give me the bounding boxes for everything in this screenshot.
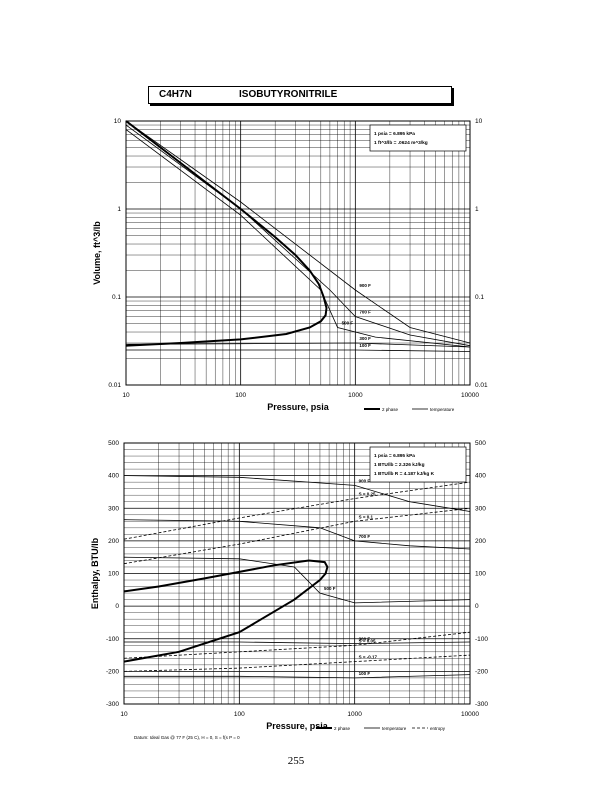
x-tick-label: 10000 [461, 711, 479, 718]
isotherm-line [124, 674, 471, 679]
y-tick-label-right: 200 [475, 538, 486, 545]
isotherm-line [125, 342, 471, 348]
isotherm-line [126, 349, 471, 352]
grid [125, 121, 470, 386]
y-tick-label-right: 500 [475, 440, 486, 447]
y-tick-label-right: -300 [475, 701, 488, 708]
page-number: 255 [287, 755, 305, 767]
plot-frame [123, 442, 471, 705]
compound-name: ISOBUTYRONITRILE [239, 89, 338, 100]
curve-label: 100 F [359, 671, 371, 676]
curve-label: S = -0.17 [359, 655, 378, 660]
y-tick-label-right: 0 [475, 603, 479, 610]
info-box-frame [369, 446, 467, 483]
y-tick-label: 200 [108, 538, 119, 545]
x-tick-label: 1000 [347, 711, 362, 718]
curve-label: 900 F [359, 478, 371, 483]
curve-label: S = 0.25 [359, 491, 376, 496]
two-phase-dome [125, 120, 328, 347]
curve-label: 500 F [324, 586, 336, 591]
curve-label: S = 0.05 [359, 638, 376, 643]
y-tick-label: 300 [108, 505, 119, 512]
y-tick-label: 1 [117, 206, 121, 213]
y-tick-label: 100 [108, 571, 119, 578]
info-box-line: 1 BTU/lb = 2.326 kJ/kg [374, 462, 425, 468]
series-group [123, 475, 471, 679]
two-phase-dome [123, 559, 329, 663]
info-box-line: 1 psia = 6.895 kPa [374, 131, 415, 137]
x-tick-label: 100 [234, 711, 245, 718]
chart-1: 10 100 1000 10000 0.01 0.01 0.1 0.1 1 1 10 10 Pressu… [92, 118, 488, 412]
legend-label: 2 phase [334, 726, 351, 731]
info-box-line: 1 BTU/lb R = 4.187 kJ/kg K [374, 471, 435, 477]
y-axis-label: Volume, ft^3/lb [92, 221, 102, 285]
legend-label: temperature [430, 407, 455, 412]
isotherm-line [125, 124, 471, 347]
x-axis-label: Pressure, psia [266, 721, 329, 731]
curve-label: 100 F [359, 343, 371, 348]
y-tick-label: 500 [108, 440, 119, 447]
isotherm-line [123, 475, 471, 512]
x-tick-label: 1000 [348, 392, 363, 399]
y-tick-label-right: 0.01 [475, 382, 488, 389]
entropy-line [123, 507, 471, 565]
x-axis-label: Pressure, psia [267, 402, 330, 412]
y-axis-label: Enthalpy, BTU/lb [90, 537, 100, 609]
chart-2: 10 100 1000 10000 -300 -300 -200 -200 -100 -100 0 0… [90, 440, 488, 740]
curve-label: 500 F [342, 321, 354, 326]
info-box: 1 psia = 6.895 kPa 1 BTU/lb = 2.326 kJ/kg… [369, 446, 467, 483]
entropy-line [123, 631, 471, 659]
isotherm-line [125, 129, 471, 348]
x-tick-label: 100 [235, 392, 246, 399]
curve-label: S = 0.1 [359, 514, 374, 519]
y-tick-label: -300 [106, 701, 119, 708]
x-tick-label: 10 [120, 711, 128, 718]
y-tick-label-right: 1 [475, 206, 479, 213]
legend-label: temperature [382, 726, 407, 731]
y-tick-label: 0.1 [112, 294, 121, 301]
y-tick-label-right: -200 [475, 668, 488, 675]
curve-label: 700 F [359, 310, 371, 315]
legend: 2 phase temperature entropy [316, 726, 446, 731]
isotherm-line [123, 519, 471, 550]
x-tick-label: 10000 [461, 392, 479, 399]
y-tick-label-right: 300 [475, 505, 486, 512]
y-tick-label: 0 [115, 603, 119, 610]
y-tick-label: 0.01 [108, 382, 121, 389]
legend-label: entropy [430, 726, 446, 731]
y-tick-label-right: 0.1 [475, 294, 484, 301]
info-box-line: 1 ft^3/lb = .0624 m^3/kg [374, 140, 428, 146]
y-tick-label-right: 400 [475, 473, 486, 480]
curve-label: 300 F [359, 336, 371, 341]
legend-label: 2 phase [382, 407, 399, 412]
entropy-line [123, 654, 471, 672]
isotherm-line [125, 120, 471, 344]
footnote: Datum: Ideal Gas @ 77 F (25 C), H = 0, S… [134, 735, 240, 740]
y-tick-label: -200 [106, 668, 119, 675]
formula-label: C4H7N [159, 89, 192, 100]
info-box: 1 psia = 6.895 kPa 1 ft^3/lb = .0624 m^3/… [369, 124, 467, 152]
y-tick-label-right: 10 [475, 118, 483, 125]
y-tick-label-right: 100 [475, 571, 486, 578]
y-tick-label: 10 [114, 118, 122, 125]
info-box-line: 1 psia = 6.895 kPa [374, 453, 415, 459]
grid [123, 442, 470, 705]
curve-label: 700 F [359, 534, 371, 539]
isotherm-line [124, 641, 471, 645]
chart-title-box: C4H7N ISOBUTYRONITRILE [148, 86, 452, 104]
curve-label: 300 F [359, 637, 371, 642]
y-tick-label-right: -100 [475, 636, 488, 643]
entropy-line [123, 481, 471, 540]
y-tick-label: 400 [108, 473, 119, 480]
legend: 2 phase temperature [364, 407, 455, 412]
isotherm-line [123, 556, 471, 604]
series-group [125, 120, 471, 352]
x-tick-label: 10 [122, 392, 130, 399]
info-box-frame [369, 124, 467, 152]
plot-frame [125, 120, 471, 386]
curve-label: 900 F [359, 283, 371, 288]
y-tick-label: -100 [106, 636, 119, 643]
